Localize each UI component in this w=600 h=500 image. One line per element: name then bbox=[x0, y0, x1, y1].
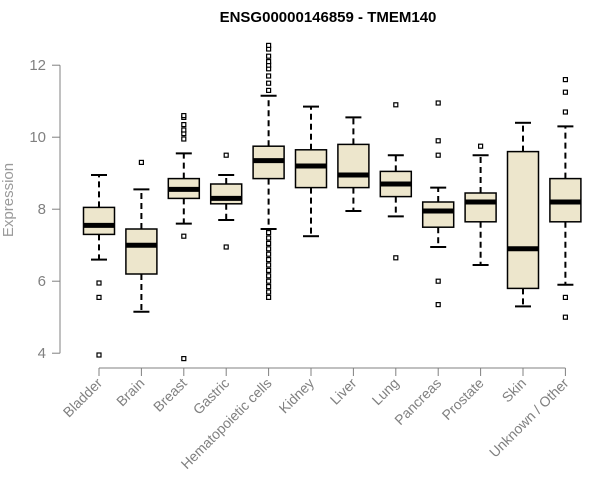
outlier-point bbox=[181, 127, 187, 133]
outlier-point bbox=[223, 244, 229, 250]
outlier-point bbox=[96, 352, 102, 358]
outlier-point bbox=[393, 102, 399, 108]
box-group bbox=[421, 100, 455, 308]
box-group bbox=[125, 159, 158, 313]
outlier-point bbox=[266, 73, 272, 79]
outlier-point bbox=[181, 121, 187, 128]
x-tick-label: Pancreas bbox=[391, 375, 444, 428]
outlier-point bbox=[562, 89, 569, 95]
outlier-point bbox=[96, 294, 102, 300]
outlier-point bbox=[266, 80, 272, 86]
box-group bbox=[549, 76, 582, 320]
x-tick-label: Bladder bbox=[60, 375, 106, 421]
x-tick-label: Breast bbox=[150, 375, 190, 415]
y-tick-label: 4 bbox=[38, 345, 46, 362]
x-tick-label: Liver bbox=[327, 375, 360, 408]
outlier-point bbox=[435, 152, 441, 158]
outlier-point bbox=[266, 246, 272, 252]
x-tick-label: Skin bbox=[499, 375, 530, 406]
outlier-point bbox=[266, 58, 272, 65]
box bbox=[464, 192, 497, 223]
outlier-point bbox=[266, 284, 272, 290]
chart-title: ENSG00000146859 - TMEM140 bbox=[220, 9, 437, 26]
outlier-point bbox=[562, 76, 569, 83]
outlier-point bbox=[181, 112, 187, 119]
outlier-point bbox=[266, 53, 272, 59]
y-tick-label: 10 bbox=[29, 129, 46, 146]
box bbox=[337, 143, 370, 189]
outlier-point bbox=[435, 302, 441, 308]
outlier-point bbox=[266, 251, 272, 257]
outlier-point bbox=[181, 356, 187, 362]
outlier-point bbox=[266, 294, 272, 300]
outlier-point bbox=[478, 143, 484, 149]
box-group bbox=[252, 42, 285, 300]
outlier-point bbox=[562, 314, 569, 320]
box-group bbox=[379, 102, 413, 261]
y-tick-label: 6 bbox=[38, 273, 46, 290]
outlier-point bbox=[266, 278, 272, 284]
outlier-point bbox=[266, 257, 272, 263]
box-group bbox=[82, 174, 116, 358]
outlier-point bbox=[181, 136, 187, 142]
outlier-point bbox=[266, 87, 272, 94]
outlier-point bbox=[562, 294, 569, 300]
y-axis: 4 6 8 10 12 bbox=[29, 57, 61, 362]
outlier-point bbox=[266, 42, 272, 49]
outlier-point bbox=[435, 138, 441, 144]
box-group bbox=[167, 112, 201, 362]
outlier-point bbox=[435, 278, 441, 284]
outlier-point bbox=[393, 255, 399, 261]
box bbox=[125, 228, 158, 275]
box bbox=[421, 201, 455, 228]
box-group bbox=[506, 121, 540, 308]
box-group bbox=[464, 143, 497, 266]
y-tick-label: 8 bbox=[38, 201, 46, 218]
box bbox=[506, 150, 540, 290]
outlier-point bbox=[266, 273, 272, 279]
outlier-point bbox=[266, 267, 272, 273]
outlier-point bbox=[266, 230, 272, 236]
outlier-point bbox=[138, 159, 144, 165]
box bbox=[294, 149, 328, 189]
box-group bbox=[337, 116, 370, 212]
outlier-point bbox=[223, 152, 229, 158]
x-tick-label: Unknown / Other bbox=[486, 375, 572, 461]
y-tick-label: 12 bbox=[29, 57, 46, 74]
y-axis-label: Expression bbox=[0, 163, 17, 237]
x-tick-label: Brain bbox=[113, 375, 147, 409]
outlier-point bbox=[266, 240, 272, 246]
box-group bbox=[209, 152, 243, 250]
x-tick-label: Kidney bbox=[276, 375, 318, 417]
outlier-point bbox=[266, 262, 272, 268]
outlier-point bbox=[562, 109, 569, 115]
outlier-point bbox=[435, 100, 441, 106]
outlier-point bbox=[96, 280, 102, 286]
x-tick-label: Lung bbox=[369, 375, 402, 408]
box bbox=[82, 206, 116, 236]
outlier-point bbox=[181, 233, 187, 239]
box-group bbox=[294, 105, 328, 238]
plot-area bbox=[82, 42, 582, 362]
x-tick-label: Prostate bbox=[439, 375, 487, 423]
outlier-point bbox=[266, 289, 272, 295]
outlier-point bbox=[266, 235, 272, 241]
